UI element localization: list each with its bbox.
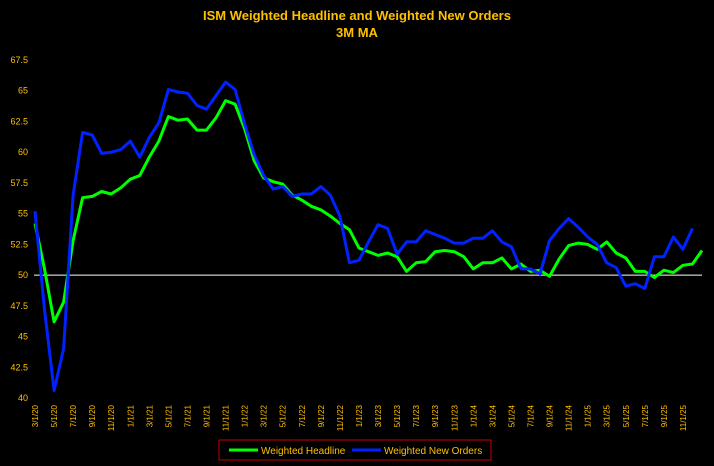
x-tick-label: 11/1/21 — [222, 404, 231, 431]
y-tick-label: 50 — [18, 270, 28, 280]
chart-subtitle: 3M MA — [336, 25, 379, 40]
x-tick-label: 1/1/21 — [126, 404, 135, 427]
x-tick-label: 5/1/21 — [164, 404, 173, 427]
x-tick-label: 7/1/22 — [298, 404, 307, 427]
x-tick-label: 7/1/20 — [69, 404, 78, 427]
x-tick-label: 9/1/23 — [431, 404, 440, 427]
x-tick-label: 7/1/23 — [412, 404, 421, 427]
y-tick-label: 42.5 — [10, 362, 28, 372]
x-tick-label: 11/1/23 — [450, 404, 459, 431]
y-tick-label: 57.5 — [10, 178, 28, 188]
y-tick-label: 60 — [18, 147, 28, 157]
y-tick-label: 40 — [18, 393, 28, 403]
x-tick-label: 3/1/20 — [31, 404, 40, 427]
chart-title: ISM Weighted Headline and Weighted New O… — [203, 8, 511, 23]
x-tick-label: 5/1/25 — [622, 404, 631, 427]
x-tick-label: 9/1/20 — [88, 404, 97, 427]
y-tick-label: 65 — [18, 86, 28, 96]
x-tick-label: 3/1/24 — [488, 404, 497, 427]
x-tick-label: 9/1/22 — [317, 404, 326, 427]
x-tick-label: 7/1/25 — [641, 404, 650, 427]
x-tick-label: 11/1/20 — [107, 404, 116, 431]
legend-box — [218, 439, 492, 461]
x-tick-label: 5/1/22 — [279, 404, 288, 427]
y-tick-label: 55 — [18, 209, 28, 219]
legend-label-weighted-new-orders: Weighted New Orders — [384, 446, 482, 457]
x-tick-label: 3/1/21 — [145, 404, 154, 427]
x-tick-label: 3/1/25 — [603, 404, 612, 427]
y-tick-label: 52.5 — [10, 239, 28, 249]
legend-label-weighted-headline: Weighted Headline — [261, 446, 346, 457]
y-tick-label: 67.5 — [10, 55, 28, 65]
x-tick-label: 5/1/24 — [507, 404, 516, 427]
x-tick-label: 3/1/22 — [260, 404, 269, 427]
x-tick-label: 11/1/22 — [336, 404, 345, 431]
x-tick-label: 1/1/24 — [469, 404, 478, 427]
x-tick-label: 7/1/24 — [526, 404, 535, 427]
x-tick-label: 5/1/23 — [393, 404, 402, 427]
x-tick-label: 1/1/23 — [355, 404, 364, 427]
x-tick-label: 11/1/25 — [679, 404, 688, 431]
x-tick-label: 3/1/23 — [374, 404, 383, 427]
series-line-weighted-new-orders — [33, 80, 694, 393]
x-tick-label: 9/1/25 — [660, 404, 669, 427]
x-tick-label: 7/1/21 — [183, 404, 192, 427]
y-tick-label: 47.5 — [10, 301, 28, 311]
y-tick-label: 62.5 — [10, 116, 28, 126]
x-tick-label: 1/1/25 — [584, 404, 593, 427]
x-tick-label: 9/1/21 — [203, 404, 212, 427]
series-line-weighted-headline — [33, 99, 704, 324]
y-tick-label: 45 — [18, 332, 28, 342]
x-tick-label: 5/1/20 — [50, 404, 59, 427]
x-tick-label: 11/1/24 — [565, 404, 574, 431]
x-tick-label: 1/1/22 — [241, 404, 250, 427]
x-tick-label: 9/1/24 — [546, 404, 555, 427]
